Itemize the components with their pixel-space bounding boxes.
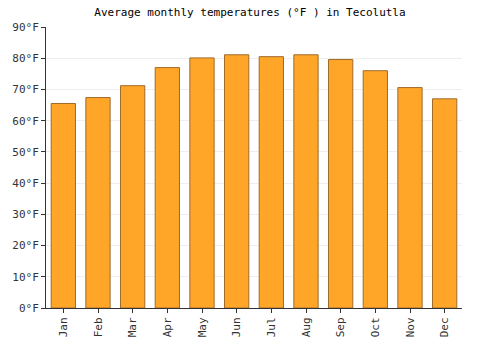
svg-text:60°F: 60°F [12, 115, 39, 128]
svg-text:90°F: 90°F [12, 21, 39, 34]
svg-text:Jan: Jan [57, 317, 70, 337]
svg-text:Sep: Sep [334, 317, 347, 337]
svg-text:40°F: 40°F [12, 177, 39, 190]
svg-text:Jul: Jul [265, 317, 278, 337]
svg-text:0°F: 0°F [19, 302, 39, 315]
svg-text:70°F: 70°F [12, 83, 39, 96]
svg-text:Feb: Feb [92, 317, 105, 337]
svg-text:20°F: 20°F [12, 239, 39, 252]
svg-text:10°F: 10°F [12, 271, 39, 284]
svg-text:Aug: Aug [300, 317, 313, 337]
svg-text:80°F: 80°F [12, 52, 39, 65]
svg-text:Average monthly temperatures (: Average monthly temperatures (°F ) in Te… [94, 6, 405, 19]
svg-text:Oct: Oct [369, 317, 382, 337]
svg-text:Dec: Dec [438, 317, 451, 337]
svg-text:Jun: Jun [230, 317, 243, 337]
svg-text:30°F: 30°F [12, 208, 39, 221]
svg-text:Mar: Mar [126, 317, 139, 337]
svg-text:Nov: Nov [404, 317, 417, 337]
svg-text:50°F: 50°F [12, 146, 39, 159]
svg-text:Apr: Apr [161, 317, 174, 337]
svg-text:May: May [196, 317, 209, 337]
